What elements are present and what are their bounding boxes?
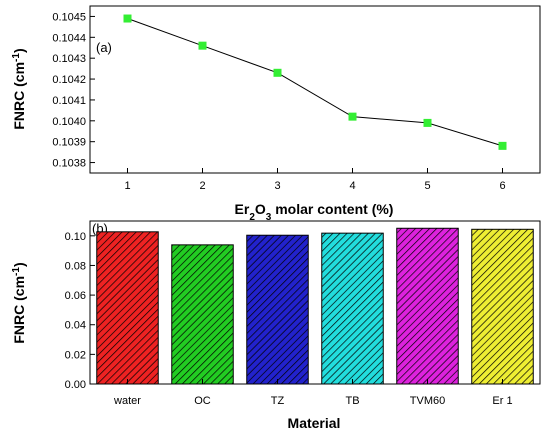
bar xyxy=(171,244,234,385)
bar-hatch xyxy=(96,231,159,385)
bar-y-tick-label: 0.10 xyxy=(65,231,86,243)
bar-hatch xyxy=(321,232,384,385)
bar xyxy=(246,234,309,385)
bar-y-axis-title-main: FNRC (cm xyxy=(11,276,27,344)
bar-category-label: TVM60 xyxy=(410,395,445,407)
bar-category-label: Er 1 xyxy=(492,395,512,407)
bar-category-label: TB xyxy=(345,395,359,407)
bar-plot-frame xyxy=(89,220,541,385)
bar-y-axis-title-end: ) xyxy=(11,262,27,267)
line-series xyxy=(123,14,507,150)
line-data-point xyxy=(273,68,282,77)
bar-hatch xyxy=(396,227,459,385)
line-y-tick-label: 0.1041 xyxy=(52,95,86,107)
bar-y-axis-title: FNRC (cm-1) xyxy=(11,262,28,343)
bar-category-label: TZ xyxy=(271,395,285,407)
line-data-point xyxy=(498,141,507,150)
bar-y-tick-label: 0.04 xyxy=(65,320,86,332)
bar-hatch xyxy=(171,244,234,385)
line-x-tick-label: 6 xyxy=(499,180,505,192)
bar-hatch xyxy=(246,234,309,385)
line-x-title-sub2: 3 xyxy=(266,212,272,223)
bar-x-axis-title: Material xyxy=(288,415,341,431)
line-y-axis-title-main: FNRC (cm xyxy=(11,62,27,130)
bar-category-label: OC xyxy=(194,395,211,407)
bar-series xyxy=(96,227,534,385)
bar-chart-panel: (b) 0.000.020.040.060.080.10 water OC TZ TB… xyxy=(11,220,541,431)
line-x-title-sub1: 2 xyxy=(249,212,255,223)
bar-x-ticks: water OC TZ TB TVM60 Er 1 xyxy=(113,379,513,407)
bar-y-tick-label: 0.06 xyxy=(65,290,86,302)
line-y-tick-label: 0.1040 xyxy=(52,116,86,128)
line-x-tick-label: 1 xyxy=(124,180,130,192)
panel-label-a: (a) xyxy=(96,40,112,55)
line-y-tick-label: 0.1039 xyxy=(52,137,86,149)
bar xyxy=(396,227,459,385)
bar-y-tick-label: 0.02 xyxy=(65,349,86,361)
line-chart-panel: (a) 0.1038 0.1039 0.1040 0.1041 0.1042 0.1043… xyxy=(11,5,541,223)
line-x-tick-label: 5 xyxy=(424,180,430,192)
line-x-ticks: 1 2 3 4 5 6 xyxy=(124,168,506,192)
line-data-point xyxy=(123,14,132,23)
line-y-tick-label: 0.1044 xyxy=(52,32,86,44)
line-x-axis-title: Er2O3 molar content (%) xyxy=(235,201,394,223)
bar xyxy=(321,232,384,385)
bar-hatch xyxy=(471,228,534,385)
line-series-path xyxy=(127,18,503,147)
line-x-title-post: molar content (%) xyxy=(271,201,393,217)
line-y-axis-title-end: ) xyxy=(11,48,27,53)
line-x-title-pre: Er xyxy=(235,201,250,217)
line-y-ticks: 0.1038 0.1039 0.1040 0.1041 0.1042 0.1043 0.10… xyxy=(52,11,95,170)
line-x-tick-label: 3 xyxy=(274,180,280,192)
bar-y-tick-label: 0.08 xyxy=(65,260,86,272)
line-data-point xyxy=(423,118,432,127)
line-y-tick-label: 0.1043 xyxy=(52,53,86,65)
line-x-title-mid: O xyxy=(255,201,266,217)
bar-y-ticks: 0.00 0.02 0.04 0.06 0.08 0.10 xyxy=(65,231,95,391)
line-x-tick-label: 2 xyxy=(199,180,205,192)
line-y-tick-label: 0.1038 xyxy=(52,158,86,170)
line-y-axis-title-sup: -1 xyxy=(11,53,22,62)
bar-category-label: water xyxy=(113,395,141,407)
line-y-tick-label: 0.1045 xyxy=(52,11,86,23)
bar xyxy=(471,228,534,385)
line-y-tick-label: 0.1042 xyxy=(52,74,86,86)
line-plot-frame xyxy=(89,5,541,174)
bar-y-axis-title-sup: -1 xyxy=(11,267,22,276)
line-data-point xyxy=(198,41,207,50)
line-y-axis-title: FNRC (cm-1) xyxy=(11,48,28,129)
line-x-tick-label: 4 xyxy=(349,180,355,192)
bar xyxy=(96,231,159,385)
bar-y-tick-label: 0.00 xyxy=(65,379,86,391)
line-data-point xyxy=(348,112,357,121)
